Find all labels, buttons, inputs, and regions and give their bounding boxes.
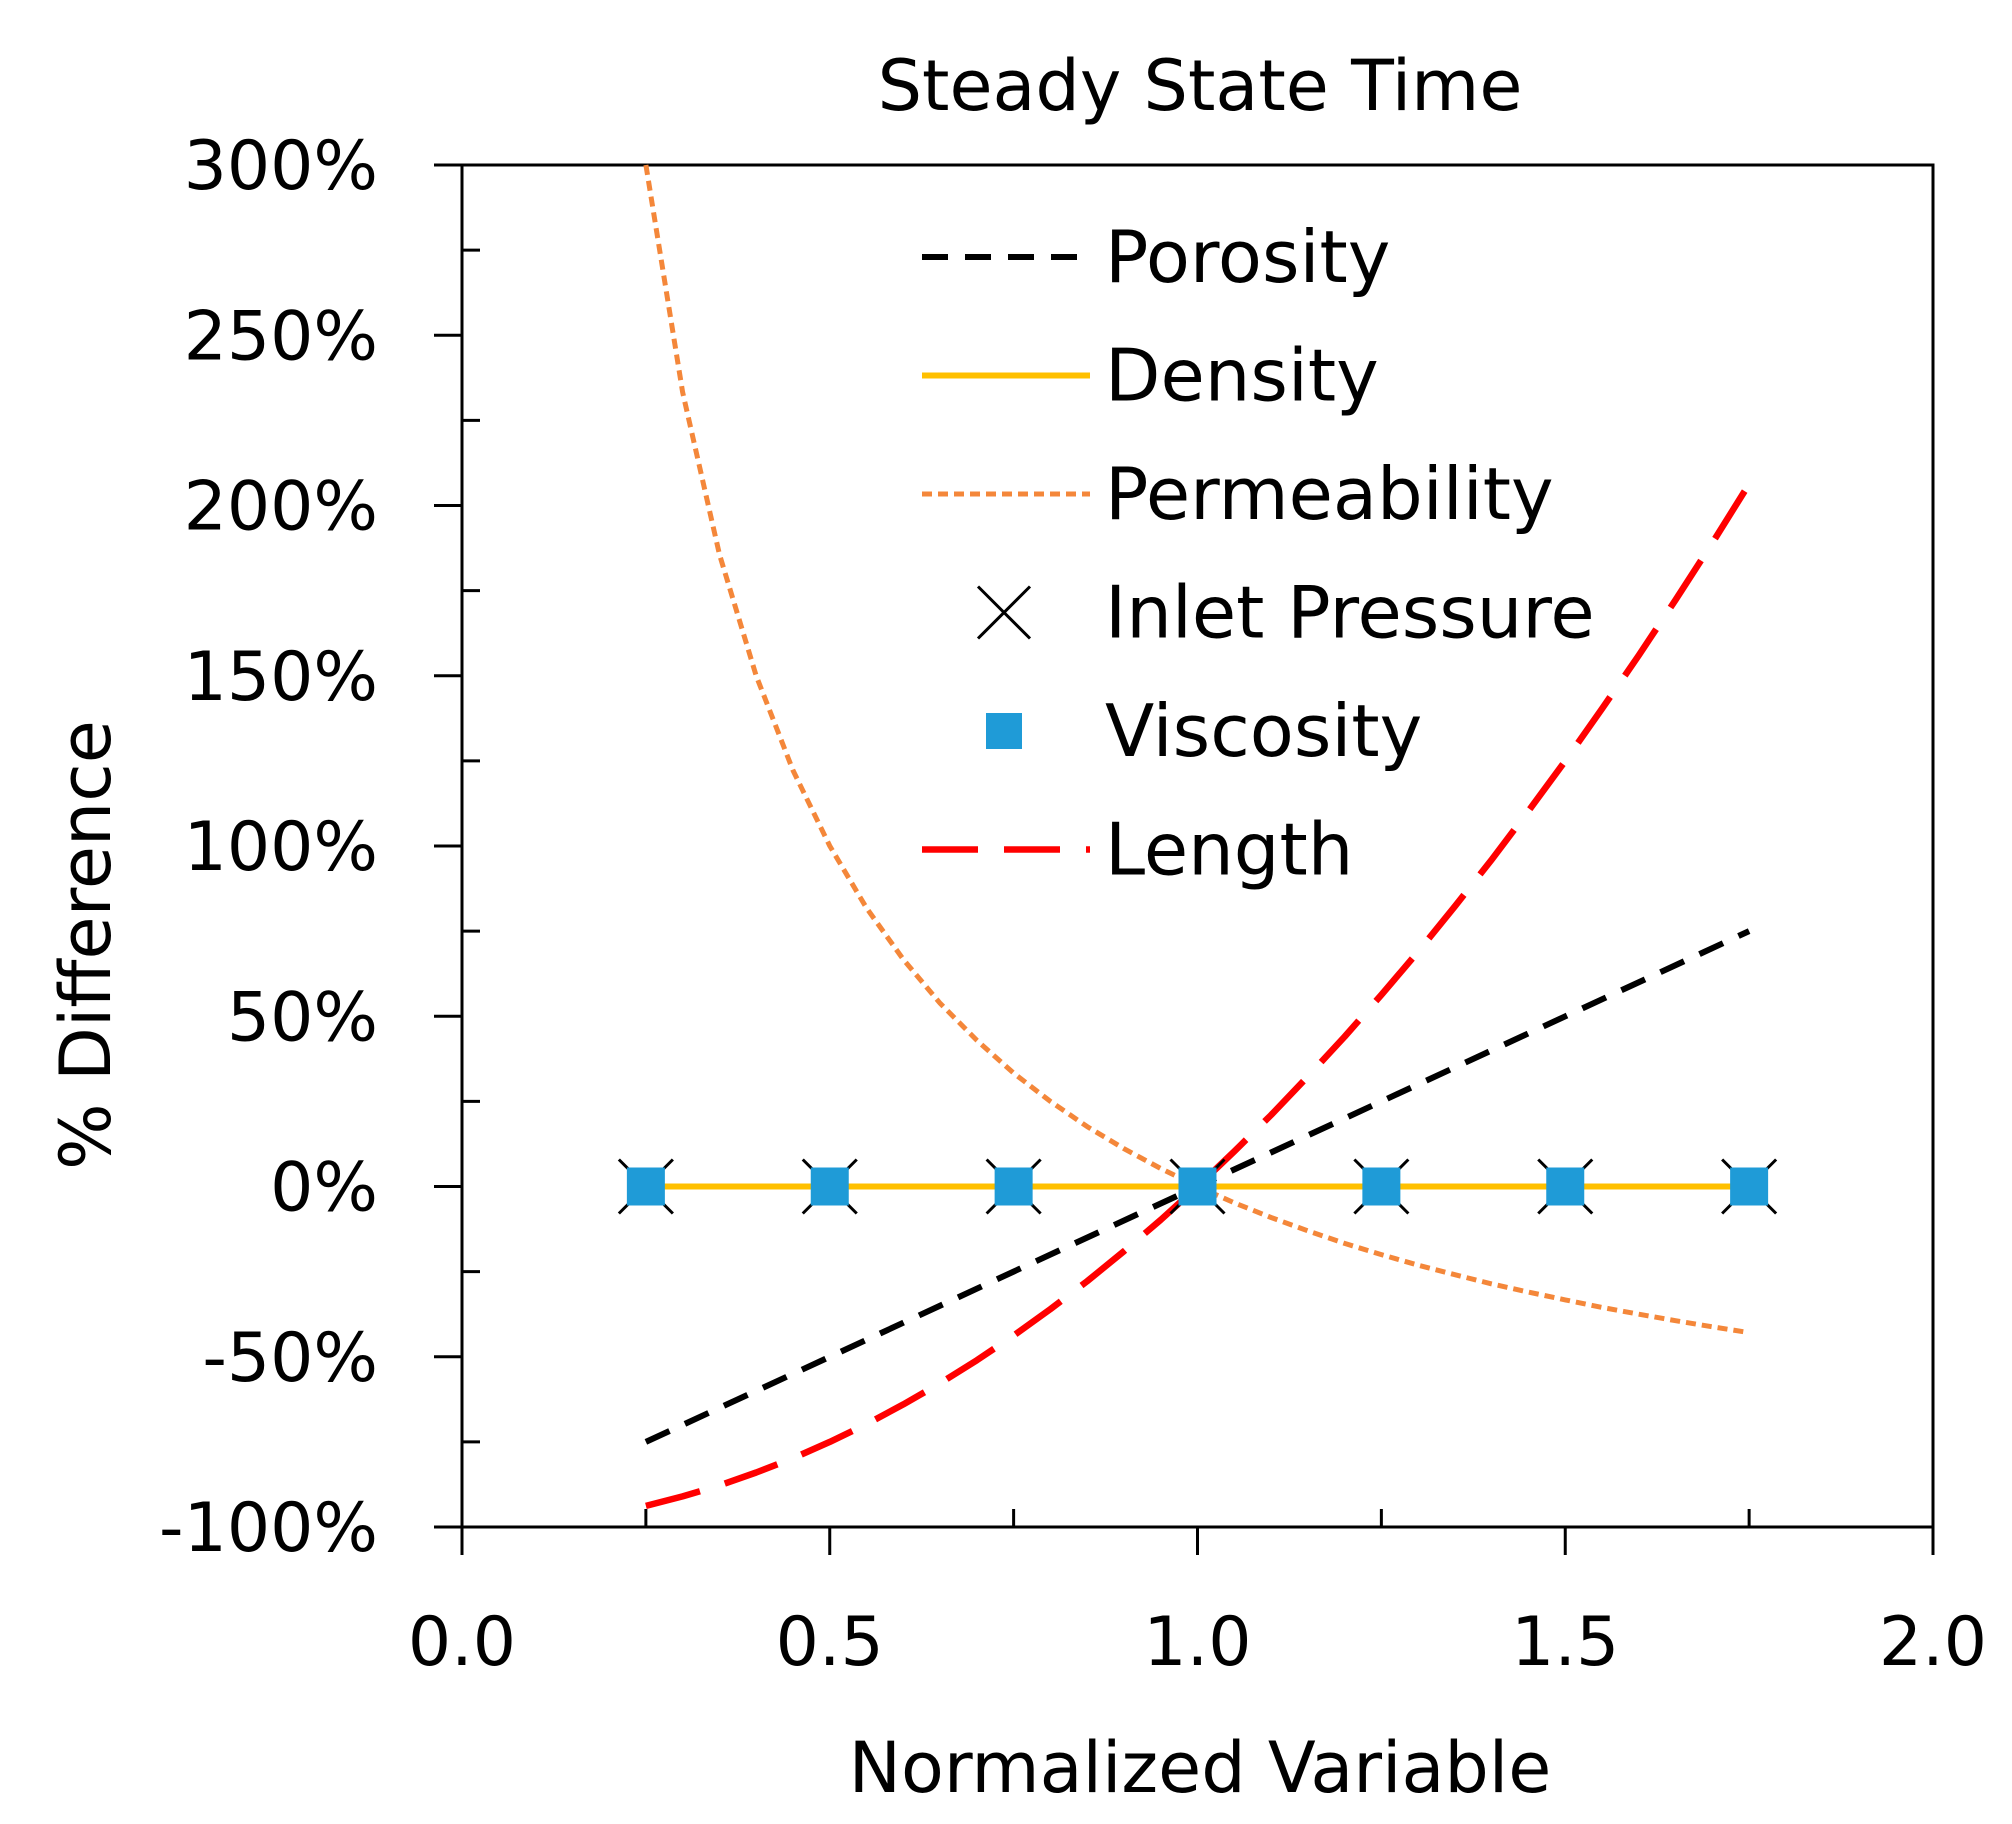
data-point-viscosity <box>810 1167 849 1206</box>
data-point-viscosity <box>994 1167 1033 1206</box>
y-tick-label: 0% <box>270 1149 378 1228</box>
x-tick-label: 0.5 <box>776 1603 884 1682</box>
x-tick-label: 0.0 <box>408 1603 516 1682</box>
data-point-viscosity <box>1178 1167 1217 1206</box>
legend-item-density: Density <box>922 334 1379 418</box>
legend-label: Porosity <box>1105 215 1390 299</box>
y-tick-label: -100% <box>159 1489 378 1568</box>
legend-item-length: Length <box>922 808 1353 892</box>
marker-x-stroke <box>976 585 1032 640</box>
legend-item-permeability: Permeability <box>922 452 1554 536</box>
y-tick-label: 250% <box>184 297 378 376</box>
x-tick-label: 1.0 <box>1143 1603 1251 1682</box>
y-tick-label: 300% <box>184 127 378 206</box>
data-point-viscosity <box>626 1167 665 1206</box>
y-axis-label: % Difference <box>45 720 127 1170</box>
legend-label: Inlet Pressure <box>1105 571 1595 655</box>
x-axis-label: Normalized Variable <box>849 1727 1552 1809</box>
chart-title: Steady State Time <box>878 45 1523 127</box>
y-tick-label: 150% <box>184 638 378 717</box>
data-point-viscosity <box>1730 1167 1769 1206</box>
data-point-viscosity <box>1546 1167 1585 1206</box>
legend-swatch-viscosity <box>986 713 1022 749</box>
legend-label: Density <box>1105 334 1379 418</box>
legend-item-inlet-pressure: Inlet Pressure <box>976 571 1595 655</box>
data-point-viscosity <box>1362 1167 1401 1206</box>
legend-swatch-inlet-pressure <box>976 585 1032 640</box>
y-tick-label: 200% <box>184 468 378 547</box>
legend: Porosity Density Permeability Inlet Pressur… <box>922 215 1595 892</box>
legend-label: Length <box>1105 808 1353 892</box>
y-tick-label: 50% <box>227 978 378 1057</box>
legend-label: Permeability <box>1105 452 1554 536</box>
legend-label: Viscosity <box>1105 689 1422 773</box>
x-tick-label: 1.5 <box>1511 1603 1619 1682</box>
legend-item-porosity: Porosity <box>922 215 1390 299</box>
series-line-length <box>645 482 1752 1510</box>
y-tick-label: -50% <box>202 1319 378 1398</box>
legend-item-viscosity: Viscosity <box>986 689 1422 773</box>
plot-area: -100% -50% 0% 50% 100% 150% 200% 250% 300% 0.0 0.5… <box>159 127 1987 1682</box>
y-tick-label: 100% <box>184 808 378 887</box>
x-tick-label: 2.0 <box>1879 1603 1987 1682</box>
